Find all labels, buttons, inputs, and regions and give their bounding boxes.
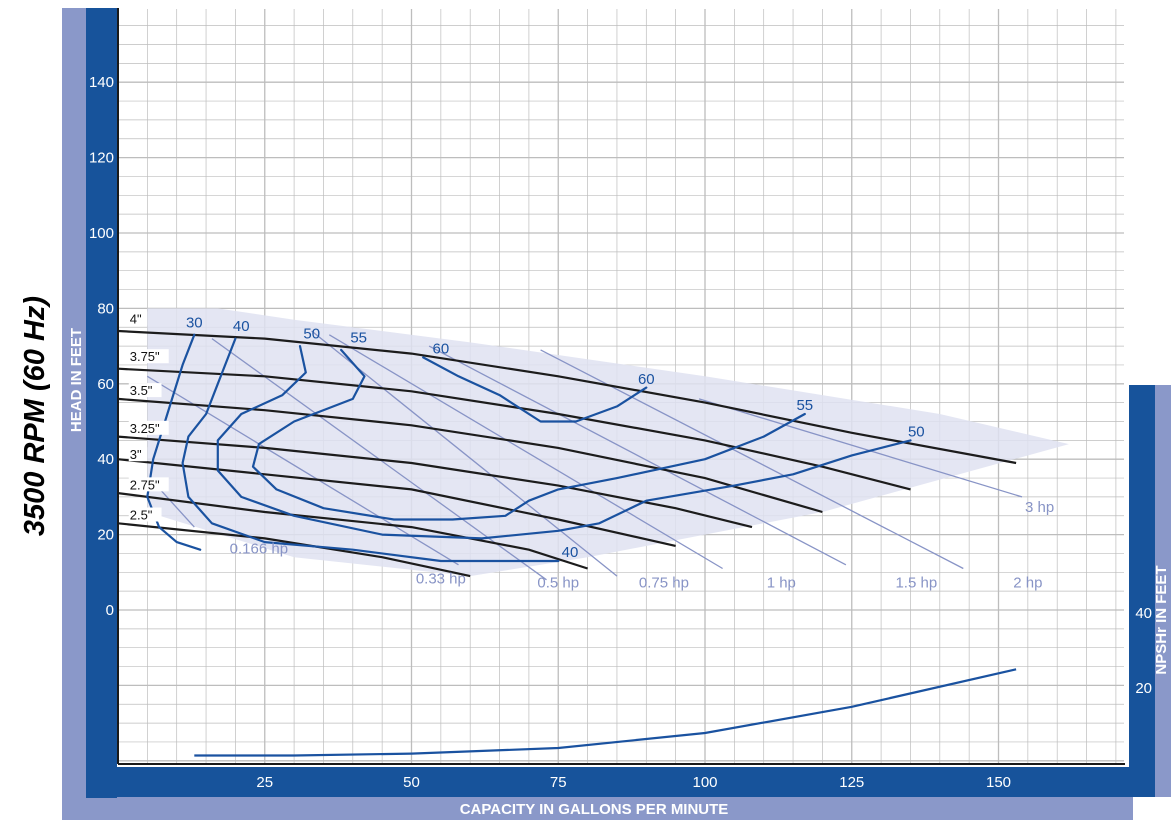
efficiency-label: 40 <box>562 544 579 561</box>
horsepower-line <box>428 345 847 566</box>
horsepower-label: 0.33 hp <box>416 571 466 588</box>
x-tick-label: 100 <box>692 774 717 791</box>
impeller-curve <box>117 458 676 547</box>
impeller-label: 3.25" <box>130 421 160 436</box>
impeller-label: 2.5" <box>130 508 153 523</box>
npsh-axis-label: NPSHr IN FEET <box>1153 565 1170 674</box>
npsh-curve <box>194 668 1017 757</box>
horsepower-line <box>311 330 618 577</box>
x-axis-label: CAPACITY IN GALLONS PER MINUTE <box>460 801 729 818</box>
y-tick-label: 100 <box>89 225 114 242</box>
horsepower-line <box>146 375 459 566</box>
impeller-label: 3" <box>130 447 142 462</box>
horsepower-label: 0.75 hp <box>639 574 689 591</box>
horsepower-label: 1.5 hp <box>895 574 937 591</box>
frame-left-light-band <box>62 8 86 820</box>
horsepower-label: 0.166 hp <box>230 540 288 557</box>
efficiency-curve <box>251 348 806 521</box>
curve-labels: 4" 3.75" 3.5" 3.25" 3" 2.75" 2.5" 30 40 50 55 60 60 5… <box>128 311 1054 591</box>
efficiency-label: 50 <box>303 326 320 343</box>
npsh-dark-band <box>1129 385 1155 797</box>
impeller-curve <box>117 329 1017 465</box>
impeller-label-bg <box>128 477 169 492</box>
impeller-curve <box>117 492 588 570</box>
axis-ticks: 25 50 75 100 125 150 0 20 40 60 80 100 120 140 20 40 <box>89 74 1152 791</box>
x-tick-label: 50 <box>403 774 420 791</box>
y-tick-label: 0 <box>106 602 114 619</box>
y-tick-label: 20 <box>97 527 114 544</box>
y-tick-label: 80 <box>97 300 114 317</box>
impeller-label-bg <box>128 420 169 435</box>
efficiency-curve <box>181 337 560 563</box>
efficiency-label: 55 <box>796 397 813 414</box>
efficiency-label: 60 <box>433 341 450 358</box>
efficiency-label: 55 <box>350 329 367 346</box>
impeller-label: 3.5" <box>130 383 153 398</box>
impeller-label: 2.75" <box>130 477 160 492</box>
impeller-curve <box>117 367 911 491</box>
impeller-label: 3.75" <box>130 349 160 364</box>
efficiency-label: 50 <box>908 424 925 441</box>
horsepower-line <box>698 398 1023 498</box>
y-tick-label: 60 <box>97 376 114 393</box>
efficiency-label: 40 <box>233 318 250 335</box>
y-tick-label: 140 <box>89 74 114 91</box>
efficiency-curve <box>216 345 912 540</box>
y-tick-label: 120 <box>89 150 114 167</box>
npsh-curve-group <box>194 668 1017 757</box>
impeller-label-bg <box>128 383 162 398</box>
impeller-curve <box>117 435 753 529</box>
efficiency-curve <box>422 356 648 423</box>
npsh-tick-label: 40 <box>1135 605 1152 622</box>
npsh-tick-label: 20 <box>1135 680 1152 697</box>
impeller-label-bg <box>128 349 169 364</box>
frame-bottom-light-band <box>62 797 1133 820</box>
impeller-label-bg <box>128 507 162 522</box>
impeller-label: 4" <box>130 311 142 326</box>
impeller-label-bg <box>128 311 148 326</box>
x-tick-label: 75 <box>550 774 567 791</box>
horsepower-label: 3 hp <box>1025 499 1054 516</box>
y-tick-label: 40 <box>97 451 114 468</box>
operating-region-shape <box>147 308 1069 577</box>
npsh-light-band <box>1155 385 1171 797</box>
impeller-curves <box>117 329 1017 578</box>
impeller-curve <box>117 397 823 514</box>
horsepower-line <box>328 334 723 570</box>
efficiency-label: 60 <box>638 371 655 388</box>
side-title: 3500 RPM (60 Hz) <box>19 296 51 536</box>
efficiency-label: 30 <box>186 314 203 331</box>
x-tick-label: 150 <box>986 774 1011 791</box>
frame-left-dark-band <box>86 8 117 798</box>
horsepower-label: 2 hp <box>1013 574 1042 591</box>
x-tick-label: 25 <box>256 774 273 791</box>
horsepower-label: 1 hp <box>767 574 796 591</box>
chart-frame <box>62 8 1171 820</box>
frame-bottom-dark-band <box>86 767 1129 797</box>
operating-region <box>147 308 1069 577</box>
horsepower-label: 0.5 hp <box>537 574 579 591</box>
y-axis-label: HEAD IN FEET <box>68 328 85 432</box>
x-tick-label: 125 <box>839 774 864 791</box>
impeller-label-bg <box>128 447 148 462</box>
